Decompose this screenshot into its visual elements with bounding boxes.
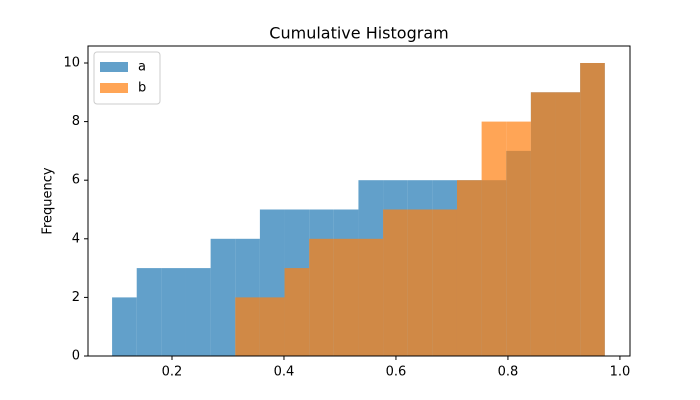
bar — [530, 92, 556, 357]
bar — [136, 268, 162, 356]
y-axis-label: Frequency — [41, 167, 56, 234]
x-tick-label: 1.0 — [610, 365, 631, 380]
bar — [432, 209, 457, 356]
bar — [259, 297, 285, 356]
plot-area — [112, 62, 605, 357]
bar — [333, 238, 359, 356]
y-tick-label: 2 — [72, 290, 80, 305]
bar — [555, 92, 581, 357]
legend-box — [93, 51, 161, 105]
legend-label: a — [138, 60, 146, 75]
chart-title: Cumulative Histogram — [269, 24, 448, 43]
x-tick-label: 0.2 — [162, 365, 183, 380]
bar — [481, 121, 507, 357]
bar — [235, 297, 260, 356]
bar — [358, 238, 384, 356]
legend-label: b — [138, 81, 146, 96]
x-tick-label: 0.8 — [498, 365, 519, 380]
y-tick-label: 4 — [72, 231, 80, 246]
y-tick-label: 10 — [63, 55, 80, 70]
bar — [309, 238, 334, 356]
bar — [284, 268, 310, 356]
y-tick-label: 0 — [72, 349, 80, 364]
bar — [383, 209, 408, 356]
x-tick-label: 0.4 — [274, 365, 295, 380]
axes-frame — [87, 45, 631, 357]
bar — [407, 209, 433, 356]
bar — [456, 180, 482, 356]
y-tick-label: 8 — [72, 114, 80, 129]
y-tick-label: 6 — [72, 173, 80, 188]
bar — [161, 268, 186, 356]
bar — [580, 62, 605, 357]
legend-swatch — [100, 62, 128, 72]
legend-swatch — [100, 83, 128, 93]
bar — [506, 121, 531, 357]
bar — [210, 238, 236, 356]
bar — [112, 297, 137, 356]
bar — [185, 268, 211, 356]
x-tick-label: 0.6 — [386, 365, 407, 380]
